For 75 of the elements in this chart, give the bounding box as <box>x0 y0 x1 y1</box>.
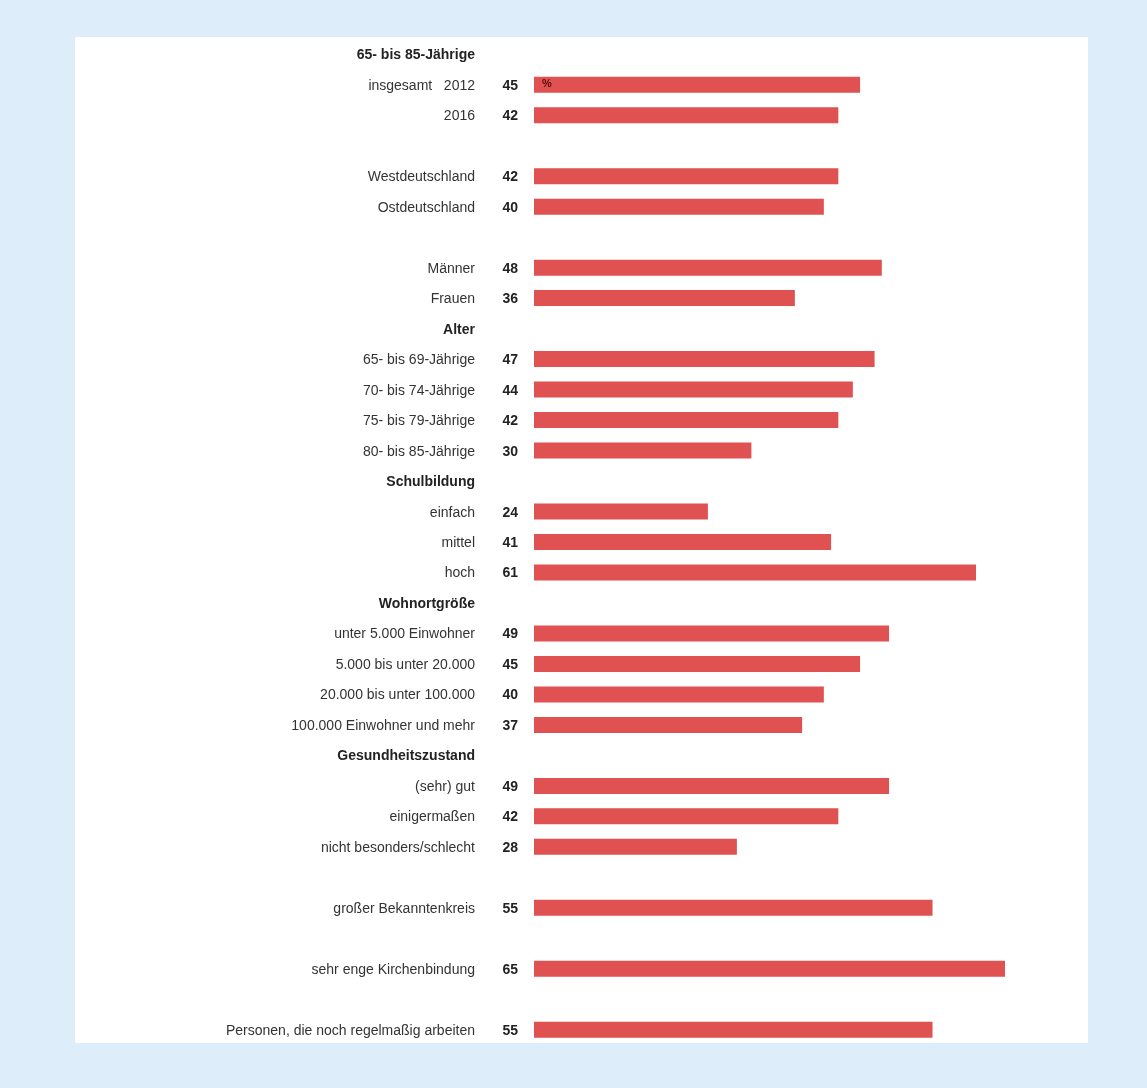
bar <box>534 564 977 581</box>
data-label: 48 <box>502 259 519 276</box>
data-label: 45 <box>502 76 519 93</box>
data-label: 45 <box>502 655 519 672</box>
bar <box>534 198 824 215</box>
bar <box>534 777 890 794</box>
bar <box>534 381 853 398</box>
bar <box>534 76 861 93</box>
data-label: 30 <box>502 442 519 459</box>
data-label: 41 <box>502 534 519 550</box>
bar <box>534 259 882 276</box>
data-label: 36 <box>502 290 519 307</box>
y-tick-label: Ostdeutschland <box>377 198 475 215</box>
y-tick-label: Wohnortgröße <box>378 594 476 611</box>
y-tick-label: 20.000 bis unter 100.000 <box>320 686 476 703</box>
bar <box>534 168 839 185</box>
data-label: 55 <box>502 899 519 916</box>
data-label: 49 <box>502 625 519 642</box>
bar <box>534 655 861 672</box>
bar <box>534 290 795 307</box>
bar <box>534 107 839 124</box>
y-tick-label: 2016 <box>443 107 476 124</box>
y-tick-label: einigermaßen <box>389 808 475 825</box>
bar <box>534 503 708 520</box>
data-label: 42 <box>502 808 519 825</box>
bar <box>534 960 1005 977</box>
data-label: 40 <box>502 686 519 703</box>
y-tick-label: Alter <box>443 320 476 337</box>
bar <box>534 808 839 825</box>
y-tick-label: Schulbildung <box>386 473 475 490</box>
y-tick-label: hoch <box>444 564 475 581</box>
y-tick-label: insgesamt 2012 <box>368 76 476 93</box>
data-label: 47 <box>502 351 519 368</box>
data-label: 24 <box>502 503 519 520</box>
y-tick-label: 65- bis 69-Jährige <box>362 351 476 368</box>
bar <box>534 534 832 550</box>
y-tick-label: (sehr) gut <box>415 777 476 794</box>
data-label: 37 <box>502 716 519 733</box>
bar <box>534 716 803 733</box>
y-tick-label: Frauen <box>430 290 475 307</box>
y-tick-label: Personen, die noch regelmaßig arbeiten <box>225 1021 475 1038</box>
data-label: 42 <box>502 168 519 185</box>
y-tick-label: 80- bis 85-Jährige <box>362 442 476 459</box>
bar <box>534 899 933 916</box>
y-tick-label: 5.000 bis unter 20.000 <box>335 655 476 672</box>
data-label: 49 <box>502 777 519 794</box>
y-tick-label: unter 5.000 Einwohner <box>334 625 476 642</box>
bar <box>534 442 752 459</box>
y-tick-label: einfach <box>429 503 475 520</box>
data-label: 40 <box>502 198 519 215</box>
bar <box>534 412 839 429</box>
y-tick-label: 70- bis 74-Jährige <box>362 381 476 398</box>
y-tick-label: sehr enge Kirchenbindung <box>311 960 475 977</box>
bar <box>534 1021 933 1038</box>
y-tick-label: mittel <box>441 534 475 550</box>
bar <box>534 351 875 368</box>
data-label: 42 <box>502 412 519 429</box>
data-label: 61 <box>502 564 519 581</box>
y-tick-label: 100.000 Einwohner und mehr <box>291 716 476 733</box>
bar <box>534 625 890 642</box>
y-tick-label: Männer <box>427 259 476 276</box>
bar <box>534 686 824 703</box>
data-label: 28 <box>502 838 519 855</box>
y-tick-label: 75- bis 79-Jährige <box>362 412 476 429</box>
data-label: 55 <box>502 1021 519 1038</box>
y-tick-label: nicht besonders/schlecht <box>320 838 476 855</box>
bar <box>534 838 737 855</box>
data-label: 44 <box>502 381 519 398</box>
y-tick-label: Westdeutschland <box>367 168 475 185</box>
y-tick-label: Gesundheitszustand <box>337 747 475 764</box>
annotation: % <box>542 77 552 90</box>
y-tick-label: 65- bis 85-Jährige <box>356 46 476 63</box>
y-tick-label: großer Bekanntenkreis <box>333 899 475 916</box>
data-label: 65 <box>502 960 519 977</box>
data-label: 42 <box>502 107 519 124</box>
